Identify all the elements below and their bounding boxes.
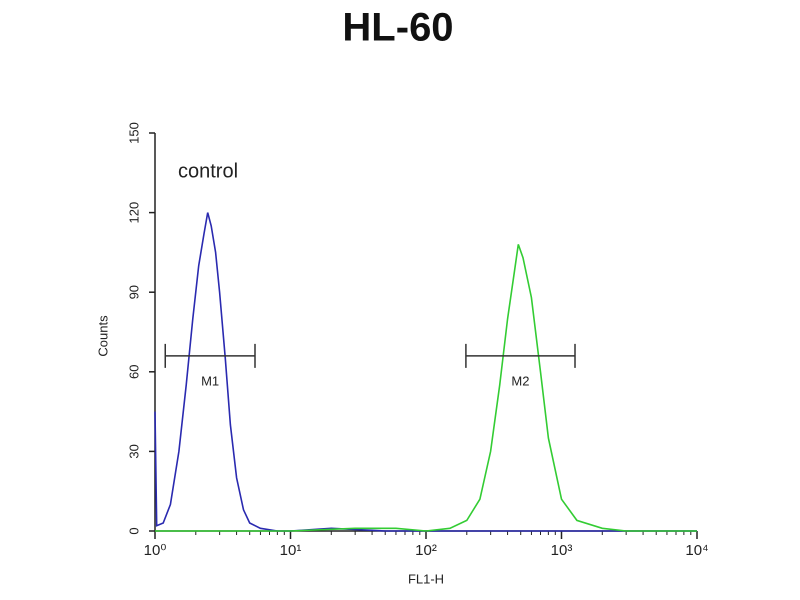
x-tick-label: 10¹	[280, 542, 302, 559]
marker-label: M2	[511, 373, 529, 388]
y-tick-label: 0	[126, 527, 141, 534]
chart-title: HL-60	[342, 6, 453, 50]
x-tick-label: 10⁴	[685, 542, 708, 559]
marker-label: M1	[201, 373, 219, 388]
y-tick-label: 120	[126, 202, 141, 224]
histogram-line	[154, 212, 697, 532]
y-tick-label: 150	[126, 122, 141, 144]
y-tick-label: 90	[126, 285, 141, 299]
x-tick-label: 10²	[415, 542, 437, 559]
x-axis-label: FL1-H	[408, 571, 444, 586]
histogram-line	[155, 244, 697, 532]
annotation: control	[178, 160, 238, 182]
y-tick-label: 30	[126, 444, 141, 458]
y-axis-label: Counts	[95, 315, 110, 357]
x-tick-label: 10⁰	[144, 542, 167, 559]
y-tick-label: 60	[126, 365, 141, 379]
x-tick-label: 10³	[551, 542, 573, 559]
